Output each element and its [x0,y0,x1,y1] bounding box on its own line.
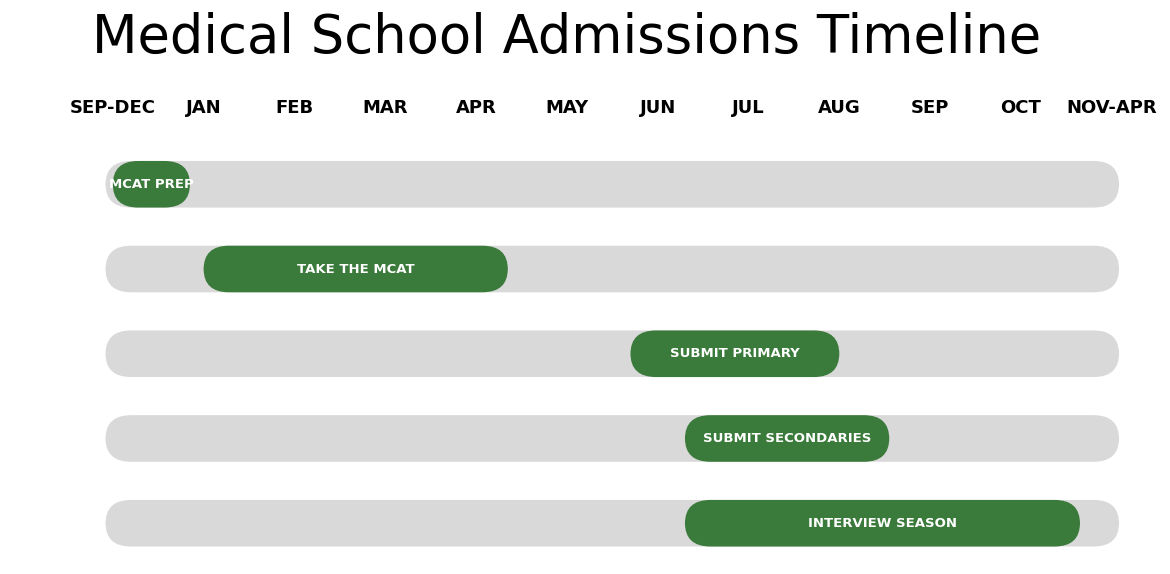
FancyBboxPatch shape [105,161,1119,208]
Text: JUL: JUL [732,99,765,117]
FancyBboxPatch shape [105,246,1119,292]
Text: AUG: AUG [818,99,861,117]
Text: JUN: JUN [640,99,676,117]
Text: APR: APR [455,99,496,117]
Text: NOV-APR: NOV-APR [1067,99,1157,117]
Text: SUBMIT SECONDARIES: SUBMIT SECONDARIES [703,432,872,445]
FancyBboxPatch shape [684,415,889,462]
Text: MCAT PREP: MCAT PREP [109,178,194,191]
Text: SEP-DEC: SEP-DEC [70,99,156,117]
FancyBboxPatch shape [631,331,839,377]
FancyBboxPatch shape [112,161,190,208]
Text: SUBMIT PRIMARY: SUBMIT PRIMARY [670,347,800,360]
FancyBboxPatch shape [105,500,1119,546]
FancyBboxPatch shape [105,331,1119,377]
Text: INTERVIEW SEASON: INTERVIEW SEASON [808,517,957,530]
Text: FEB: FEB [275,99,314,117]
Text: TAKE THE MCAT: TAKE THE MCAT [297,262,414,276]
FancyBboxPatch shape [684,500,1080,546]
Text: SEP: SEP [911,99,949,117]
Text: MAR: MAR [363,99,408,117]
Text: OCT: OCT [1000,99,1041,117]
FancyBboxPatch shape [105,415,1119,462]
Text: Medical School Admissions Timeline: Medical School Admissions Timeline [92,13,1041,64]
Text: JAN: JAN [186,99,221,117]
FancyBboxPatch shape [204,246,508,292]
Text: MAY: MAY [545,99,589,117]
